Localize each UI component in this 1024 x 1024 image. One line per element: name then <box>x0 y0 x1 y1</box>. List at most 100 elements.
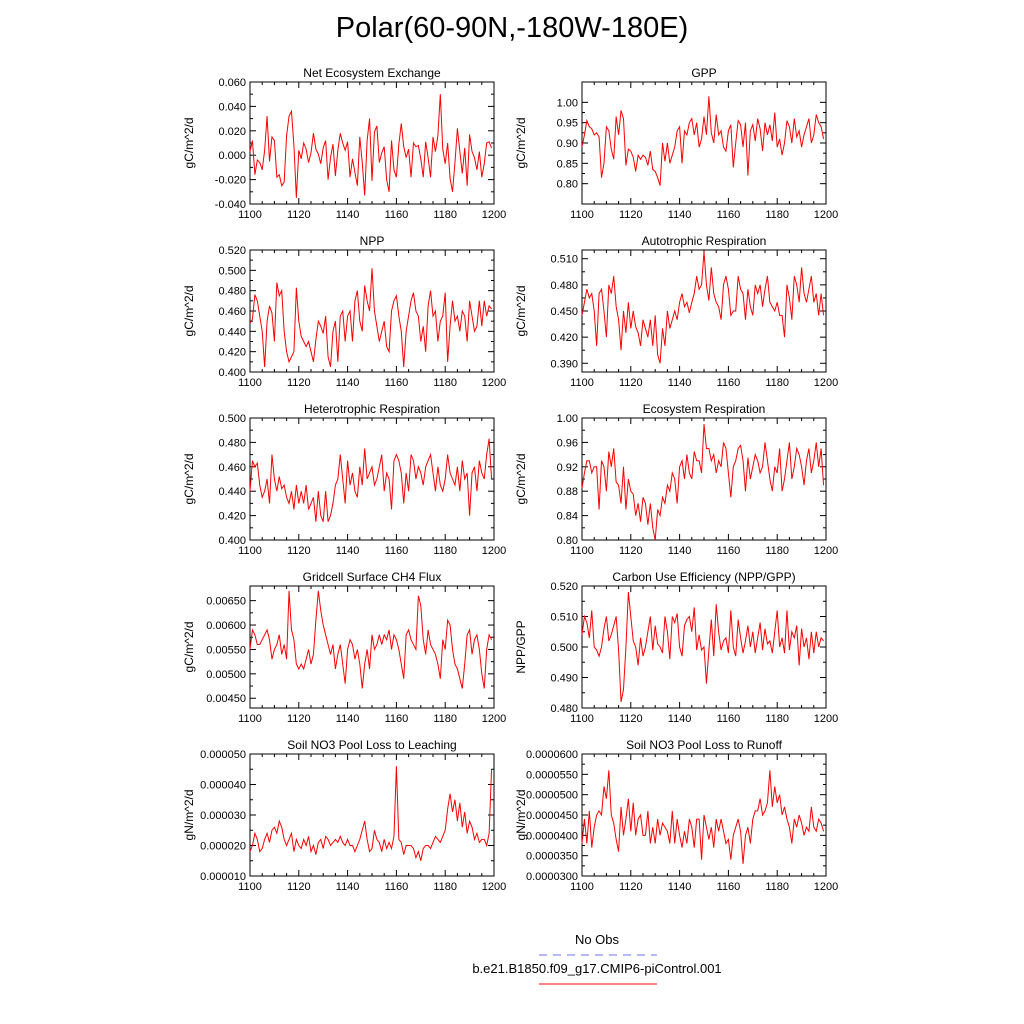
y-tick-label: 0.96 <box>557 437 578 449</box>
plot-frame <box>249 753 495 877</box>
y-tick-label: -0.040 <box>215 199 246 211</box>
y-tick-label: 0.480 <box>218 286 246 298</box>
x-tick-label: 1160 <box>385 881 409 893</box>
y-tick-label: 0.480 <box>218 437 246 449</box>
y-tick-label: 0.510 <box>550 612 578 624</box>
x-tick-label: 1140 <box>336 377 360 389</box>
x-tick-label: 1180 <box>433 545 457 557</box>
y-tick-label: 0.390 <box>550 358 578 370</box>
x-tick-label: 1140 <box>336 881 360 893</box>
legend-obs-label: No Obs <box>574 932 620 947</box>
x-tick-label: 1160 <box>385 209 409 221</box>
x-tick-label: 1100 <box>570 881 594 893</box>
series-line <box>249 590 493 689</box>
y-tick-label: 0.500 <box>550 642 578 654</box>
y-tick-label: 0.060 <box>218 77 246 89</box>
x-tick-label: 1140 <box>668 881 692 893</box>
y-axis-label: gC/m^2/d <box>182 118 196 169</box>
series-line <box>581 251 825 364</box>
x-tick-label: 1160 <box>385 377 409 389</box>
x-tick-label: 1180 <box>765 713 789 725</box>
y-tick-label: 0.480 <box>550 280 578 292</box>
x-tick-label: 1120 <box>619 713 643 725</box>
y-tick-label: 0.0000600 <box>526 749 578 761</box>
y-tick-label: 0.84 <box>557 511 578 523</box>
x-tick-label: 1140 <box>336 545 360 557</box>
y-tick-label: -0.020 <box>215 175 246 187</box>
y-tick-label: 0.80 <box>557 535 578 547</box>
x-tick-label: 1200 <box>814 209 838 221</box>
series-line <box>581 424 825 541</box>
chart-panel: GPP gC/m^2/d 1100 1120 1140 1160 1180 1200 0.80 0… <box>514 66 838 221</box>
x-tick-label: 1140 <box>668 713 692 725</box>
x-tick-label: 1100 <box>238 881 262 893</box>
y-tick-label: 0.00550 <box>206 644 246 656</box>
y-tick-label: 0.400 <box>218 535 246 547</box>
y-tick-label: 0.040 <box>218 101 246 113</box>
chart-panel: Ecosystem Respiration gC/m^2/d 1100 1120 114… <box>514 402 838 557</box>
plot-frame <box>581 417 827 541</box>
x-tick-label: 1200 <box>482 377 506 389</box>
x-tick-label: 1160 <box>717 545 741 557</box>
x-tick-label: 1160 <box>385 713 409 725</box>
y-tick-label: 0.000030 <box>200 810 246 822</box>
series-line <box>581 770 825 864</box>
y-tick-label: 0.00450 <box>206 693 246 705</box>
x-tick-label: 1100 <box>238 209 262 221</box>
y-tick-label: 1.00 <box>557 413 578 425</box>
y-tick-label: 0.020 <box>218 126 246 138</box>
x-tick-label: 1120 <box>287 377 311 389</box>
x-tick-label: 1120 <box>619 209 643 221</box>
y-tick-label: 0.510 <box>550 254 578 266</box>
x-tick-label: 1180 <box>433 881 457 893</box>
y-tick-label: 0.0000500 <box>526 790 578 802</box>
chart-title: Net Ecosystem Exchange <box>303 66 441 80</box>
x-tick-label: 1100 <box>570 209 594 221</box>
y-axis-label: gC/m^2/d <box>514 118 528 169</box>
x-tick-label: 1180 <box>765 209 789 221</box>
y-tick-label: 0.0000350 <box>526 851 578 863</box>
x-tick-label: 1140 <box>668 209 692 221</box>
y-tick-label: 0.400 <box>218 367 246 379</box>
y-tick-label: 0.440 <box>218 326 246 338</box>
x-tick-label: 1120 <box>287 713 311 725</box>
plot-frame <box>249 417 495 541</box>
x-tick-label: 1200 <box>814 881 838 893</box>
figure-title: Polar(60-90N,-180W-180E) <box>335 12 689 44</box>
y-tick-label: 0.460 <box>218 462 246 474</box>
legend-lines <box>539 954 657 985</box>
y-tick-label: 0.88 <box>557 486 578 498</box>
y-tick-label: 1.00 <box>557 97 578 109</box>
chart-title: Ecosystem Respiration <box>643 402 766 416</box>
x-tick-label: 1140 <box>336 713 360 725</box>
chart-panel: Carbon Use Efficiency (NPP/GPP) NPP/GPP 11… <box>514 570 838 725</box>
x-tick-label: 1160 <box>717 377 741 389</box>
plot-frame <box>581 81 827 205</box>
x-tick-label: 1200 <box>482 881 506 893</box>
x-tick-label: 1140 <box>668 545 692 557</box>
y-tick-label: 0.85 <box>557 158 578 170</box>
chart-title: GPP <box>691 66 716 80</box>
chart-panel: Soil NO3 Pool Loss to Runoff gN/m^2/d 1100… <box>514 738 838 893</box>
x-tick-label: 1160 <box>717 209 741 221</box>
y-tick-label: 0.420 <box>550 332 578 344</box>
x-tick-label: 1180 <box>433 713 457 725</box>
x-tick-label: 1200 <box>482 209 506 221</box>
x-tick-label: 1180 <box>765 377 789 389</box>
x-tick-label: 1200 <box>814 713 838 725</box>
y-axis-label: gC/m^2/d <box>182 454 196 505</box>
chart-panel: Soil NO3 Pool Loss to Leaching gN/m^2/d 11… <box>182 738 506 893</box>
y-tick-label: 0.420 <box>218 347 246 359</box>
x-tick-label: 1100 <box>238 377 262 389</box>
chart-panel: NPP gC/m^2/d 1100 1120 1140 1160 1180 1200 0.400… <box>182 234 506 389</box>
y-tick-label: 0.00650 <box>206 596 246 608</box>
y-tick-label: 0.490 <box>550 673 578 685</box>
x-tick-label: 1200 <box>814 377 838 389</box>
y-tick-label: 0.000 <box>218 150 246 162</box>
y-tick-label: 0.000020 <box>200 841 246 853</box>
chart-title: Gridcell Surface CH4 Flux <box>303 570 442 584</box>
y-tick-label: 0.420 <box>218 511 246 523</box>
series-line <box>249 438 493 522</box>
x-tick-label: 1120 <box>287 209 311 221</box>
